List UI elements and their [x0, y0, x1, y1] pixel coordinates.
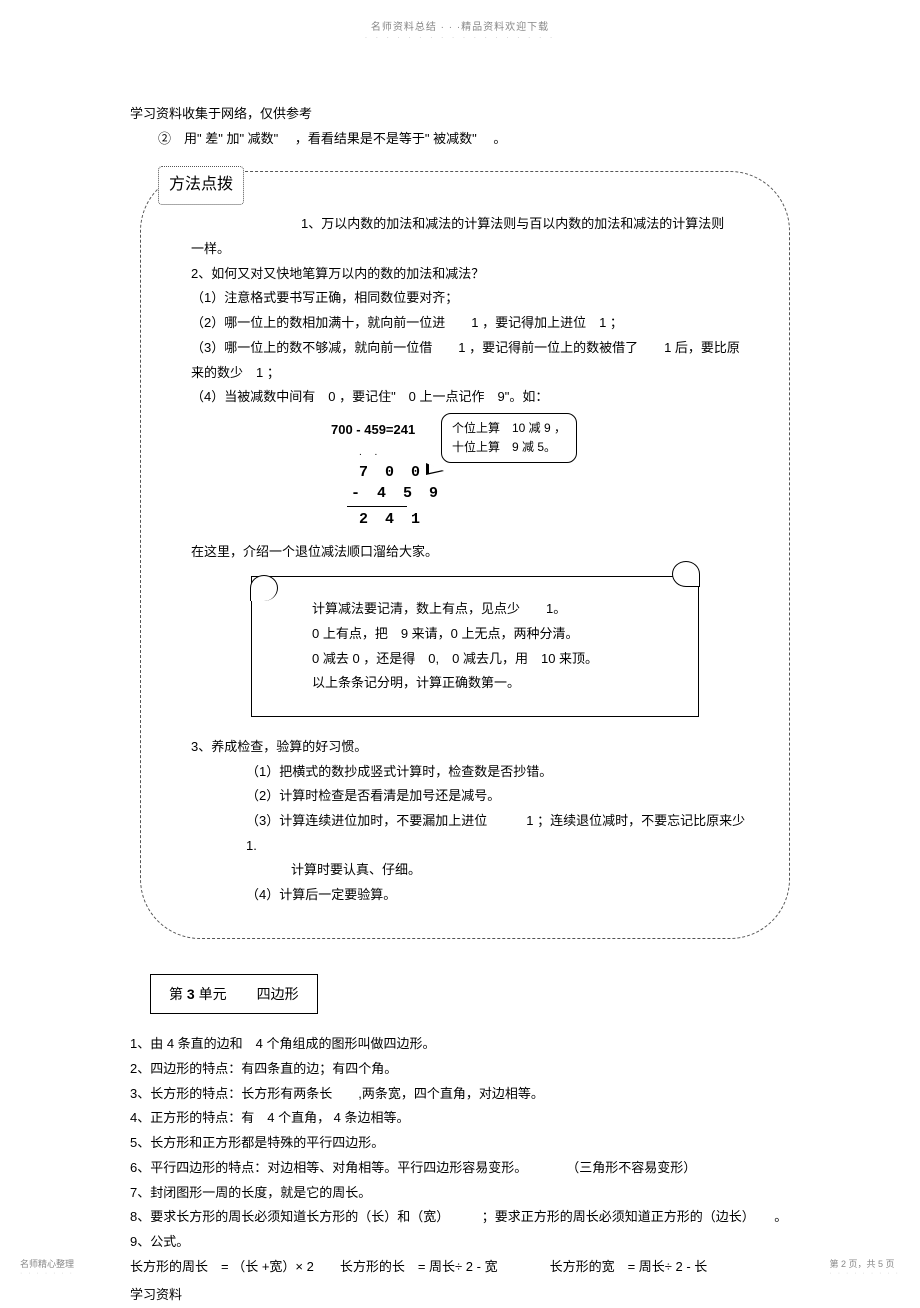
speech-bubble: 个位上算 10 减 9 ， 十位上算 9 减 5。 [441, 413, 577, 463]
unit-mid: 单元 [195, 986, 227, 1002]
source-note: 学习资料收集于网络，仅供参考 [130, 102, 790, 127]
method-item2-4: （4）当被减数中间有 0 ，要记住" 0 上一点记作 9"。如： [191, 385, 759, 410]
method-line1b: 一样。 [191, 237, 759, 262]
unit-content: 1、由 4 条直的边和 4 个角组成的图形叫做四边形。 2、四边形的特点：有四条… [130, 1032, 790, 1279]
scroll-box: 计算减法要记清，数上有点，见点少 1。 0 上有点，把 9 来请，0 上无点，两… [251, 576, 699, 717]
method-line1: 1、万以内数的加法和减法的计算法则与百以内数的加法和减法的计算法则 [191, 212, 759, 237]
dashed-container: 1、万以内数的加法和减法的计算法则与百以内数的加法和减法的计算法则 一样。 2、… [140, 171, 790, 938]
method-label: 方法点拨 [158, 166, 244, 204]
footer-right: 第 2 页，共 5 页 · · · · · · · · · [829, 1257, 900, 1277]
header-title: 名师资料总结 · · ·精品资料欢迎下载 [0, 0, 920, 33]
unit-box: 第 3 单元 四边形 [150, 974, 318, 1015]
intro-line: ② 用" 差" 加" 减数" ，看看结果是不是等于" 被减数" 。 [130, 127, 790, 152]
unit-l10: 长方形的周长 = （长 +宽）× 2 长方形的长 = 周长÷ 2 - 宽 长方形… [130, 1255, 790, 1280]
scroll-l4: 以上条条记分明，计算正确数第一。 [312, 671, 678, 696]
calc-line2: - 4 5 9 [351, 483, 759, 504]
unit-l9: 9、公式。 [130, 1230, 790, 1255]
check3b: 计算时要认真、仔细。 [246, 858, 759, 883]
unit-suffix: 四边形 [257, 986, 299, 1002]
unit-l5: 5、长方形和正方形都是特殊的平行四边形。 [130, 1131, 790, 1156]
method-item2-1: （1）注意格式要书写正确，相同数位要对齐； [191, 286, 759, 311]
scroll-corner-tl-icon [250, 575, 278, 601]
unit-prefix: 第 [169, 986, 187, 1002]
method-box: 方法点拨 1、万以内数的加法和减法的计算法则与百以内数的加法和减法的计算法则 一… [130, 171, 790, 938]
study-material: 学习资料 [130, 1283, 790, 1308]
footer-left-text: 名师精心整理 [20, 1257, 74, 1270]
unit-num: 3 [187, 986, 195, 1002]
check-list: （1）把横式的数抄成竖式计算时，检查数是否抄错。 （2）计算时检查是否看清是加号… [191, 760, 759, 908]
scroll-l1: 计算减法要记清，数上有点，见点少 1。 [312, 597, 678, 622]
footer-right-text: 第 2 页，共 5 页 [829, 1257, 900, 1270]
method-line2: 2、如何又对又快地笔算万以内的数的加法和减法？ [191, 262, 759, 287]
unit-l7: 7、封闭图形一周的长度，就是它的周长。 [130, 1181, 790, 1206]
intro-scroll: 在这里，介绍一个退位减法顺口溜给大家。 [191, 540, 759, 565]
check2: （2）计算时检查是否看清是加号还是减号。 [246, 784, 759, 809]
check1: （1）把横式的数抄成竖式计算时，检查数是否抄错。 [246, 760, 759, 785]
main-content: 学习资料收集于网络，仅供参考 ② 用" 差" 加" 减数" ，看看结果是不是等于… [0, 42, 920, 1308]
unit-l2: 2、四边形的特点：有四条直的边；有四个角。 [130, 1057, 790, 1082]
speech-tail-inner [429, 464, 443, 473]
check3: （3）计算连续进位加时，不要漏加上进位 1 ；连续退位减时，不要忘记比原来少 1… [246, 809, 759, 858]
scroll-l2: 0 上有点，把 9 来请，0 上无点，两种分清。 [312, 622, 678, 647]
unit-l4: 4、正方形的特点：有 4 个直角， 4 条边相等。 [130, 1106, 790, 1131]
footer-left: 名师精心整理 · · · · · · · [20, 1257, 74, 1277]
method-item2-3b: 来的数少 1 ； [191, 361, 759, 386]
unit-l8: 8、要求长方形的周长必须知道长方形的（长）和（宽） ；要求正方形的周长必须知道正… [130, 1205, 790, 1230]
calc-block: 700 - 459=241 . . 7 0 0 - 4 5 9 2 4 1 个位… [331, 418, 759, 530]
unit-l6: 6、平行四边形的特点：对边相等、对角相等。平行四边形容易变形。 （三角形不容易变… [130, 1156, 790, 1181]
method-line3: 3、养成检查，验算的好习惯。 [191, 735, 759, 760]
footer-right-dots: · · · · · · · · · [829, 1270, 900, 1277]
method-item2-3: （3）哪一位上的数不够减，就向前一位借 1 ，要记得前一位上的数被借了 1 后，… [191, 336, 759, 361]
bubble-line1: 个位上算 10 减 9 ， [452, 419, 566, 438]
method-item2-2: （2）哪一位上的数相加满十，就向前一位进 1 ，要记得加上进位 1 ； [191, 311, 759, 336]
scroll-corner-br-icon [672, 561, 700, 587]
header-dots: · · · · · · · · · · · · · · · · · · [0, 33, 920, 42]
check4: （4）计算后一定要验算。 [246, 883, 759, 908]
scroll-l3: 0 减去 0 ，还是得 0, 0 减去几，用 10 来顶。 [312, 647, 678, 672]
calc-divider [347, 506, 407, 507]
footer-left-dots: · · · · · · · [20, 1270, 74, 1277]
calc-line1: 7 0 0 [359, 462, 759, 483]
unit-l1: 1、由 4 条直的边和 4 个角组成的图形叫做四边形。 [130, 1032, 790, 1057]
bubble-line2: 十位上算 9 减 5。 [452, 438, 566, 457]
calc-line3: 2 4 1 [359, 509, 759, 530]
unit-l3: 3、长方形的特点：长方形有两条长 ,两条宽，四个直角，对边相等。 [130, 1082, 790, 1107]
